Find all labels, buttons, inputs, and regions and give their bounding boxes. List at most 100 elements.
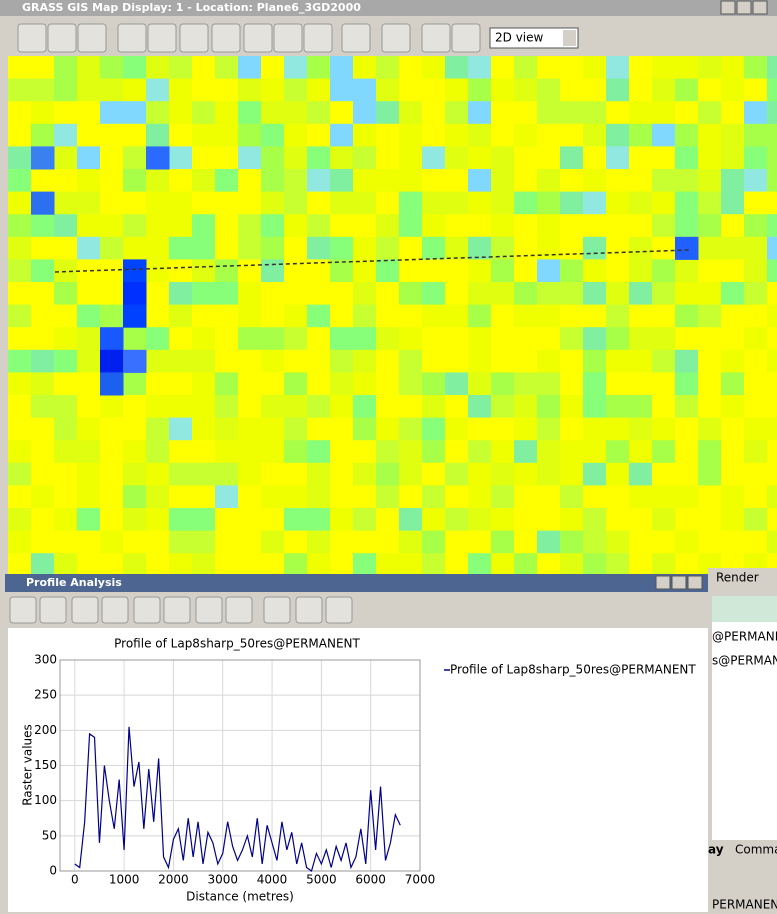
raster-cell: [100, 169, 124, 193]
raster-cell: [192, 259, 216, 283]
raster-cell: [146, 101, 170, 125]
tool-button[interactable]: [9, 596, 37, 624]
raster-cell: [238, 395, 262, 419]
raster-cell: [169, 327, 193, 351]
raster-cell: [514, 191, 538, 215]
raster-cell: [215, 304, 239, 328]
tool-button[interactable]: [117, 23, 147, 53]
raster-cell: [77, 214, 101, 238]
raster-cell: [399, 304, 423, 328]
raster-cell: [583, 508, 607, 532]
raster-cell: [399, 485, 423, 509]
side-tab[interactable]: Comman: [735, 843, 777, 857]
raster-cell: [376, 508, 400, 532]
tool-button[interactable]: [147, 23, 177, 53]
tool-button[interactable]: [243, 23, 273, 53]
raster-cell: [721, 440, 745, 464]
tool-button[interactable]: [211, 23, 241, 53]
raster-cell: [399, 553, 423, 577]
tool-button[interactable]: [133, 596, 161, 624]
raster-cell: [537, 214, 561, 238]
tool-button[interactable]: [303, 23, 333, 53]
raster-cell: [330, 146, 354, 170]
raster-cell: [468, 56, 492, 80]
tool-button[interactable]: [325, 596, 353, 624]
raster-cell: [307, 214, 331, 238]
raster-cell: [215, 191, 239, 215]
tool-button[interactable]: [451, 23, 481, 53]
raster-cell: [606, 259, 630, 283]
y-axis-title: Raster values: [21, 724, 35, 806]
side-tab[interactable]: ay: [708, 843, 724, 857]
tool-button[interactable]: [71, 596, 99, 624]
raster-cell: [77, 395, 101, 419]
tool-button[interactable]: [341, 23, 371, 53]
tool-button[interactable]: [421, 23, 451, 53]
tool-button[interactable]: [381, 23, 411, 53]
raster-cell: [100, 236, 124, 260]
raster-cell: [192, 395, 216, 419]
raster-cell: [698, 417, 722, 441]
raster-cell: [468, 349, 492, 373]
raster-cell: [215, 395, 239, 419]
side-row[interactable]: s@PERMANENT: [712, 654, 777, 668]
raster-cell: [744, 101, 768, 125]
map-canvas[interactable]: [8, 56, 777, 577]
raster-cell: [744, 78, 768, 102]
raster-cell: [54, 304, 78, 328]
raster-cell: [100, 553, 124, 577]
tool-button[interactable]: [163, 596, 191, 624]
window-buttons[interactable]: [720, 0, 768, 15]
raster-cell: [31, 395, 55, 419]
side-tab[interactable]: Render: [716, 571, 759, 585]
raster-cell: [100, 56, 124, 80]
raster-cell: [629, 101, 653, 125]
raster-cell: [284, 349, 308, 373]
tool-button[interactable]: [101, 596, 129, 624]
tool-button[interactable]: [263, 596, 291, 624]
raster-cell: [192, 372, 216, 396]
raster-cell: [238, 214, 262, 238]
tool-button[interactable]: [39, 596, 67, 624]
raster-cell: [146, 485, 170, 509]
raster-cell: [744, 169, 768, 193]
raster-cell: [606, 169, 630, 193]
raster-cell: [744, 530, 768, 554]
x-tick-label: 1000: [109, 873, 140, 887]
tool-button[interactable]: [225, 596, 253, 624]
raster-cell: [215, 259, 239, 283]
raster-cell: [629, 417, 653, 441]
raster-cell: [652, 327, 676, 351]
raster-cell: [169, 56, 193, 80]
tool-button[interactable]: [295, 596, 323, 624]
raster-cell: [468, 123, 492, 147]
raster-cell: [491, 553, 515, 577]
raster-cell: [284, 440, 308, 464]
raster-cell: [491, 372, 515, 396]
tool-button[interactable]: [195, 596, 223, 624]
window-buttons[interactable]: [655, 575, 703, 590]
y-tick-label: 200: [34, 723, 57, 737]
tool-button[interactable]: [273, 23, 303, 53]
raster-cell: [767, 349, 777, 373]
tool-button[interactable]: [179, 23, 209, 53]
raster-cell: [491, 304, 515, 328]
tool-button[interactable]: [17, 23, 47, 53]
raster-cell: [31, 462, 55, 486]
raster-cell: [721, 349, 745, 373]
select-arrow[interactable]: [563, 30, 576, 46]
raster-cell: [698, 123, 722, 147]
raster-cell: [491, 101, 515, 125]
tool-button[interactable]: [47, 23, 77, 53]
raster-cell: [100, 101, 124, 125]
raster-cell: [767, 78, 777, 102]
view-select[interactable]: [489, 27, 579, 49]
raster-cell: [491, 485, 515, 509]
raster-cell: [445, 259, 469, 283]
raster-cell: [8, 485, 32, 509]
side-row[interactable]: @PERMANENT: [712, 630, 777, 644]
tool-button[interactable]: [77, 23, 107, 53]
raster-cell: [399, 417, 423, 441]
raster-cell: [445, 485, 469, 509]
raster-cell: [146, 553, 170, 577]
